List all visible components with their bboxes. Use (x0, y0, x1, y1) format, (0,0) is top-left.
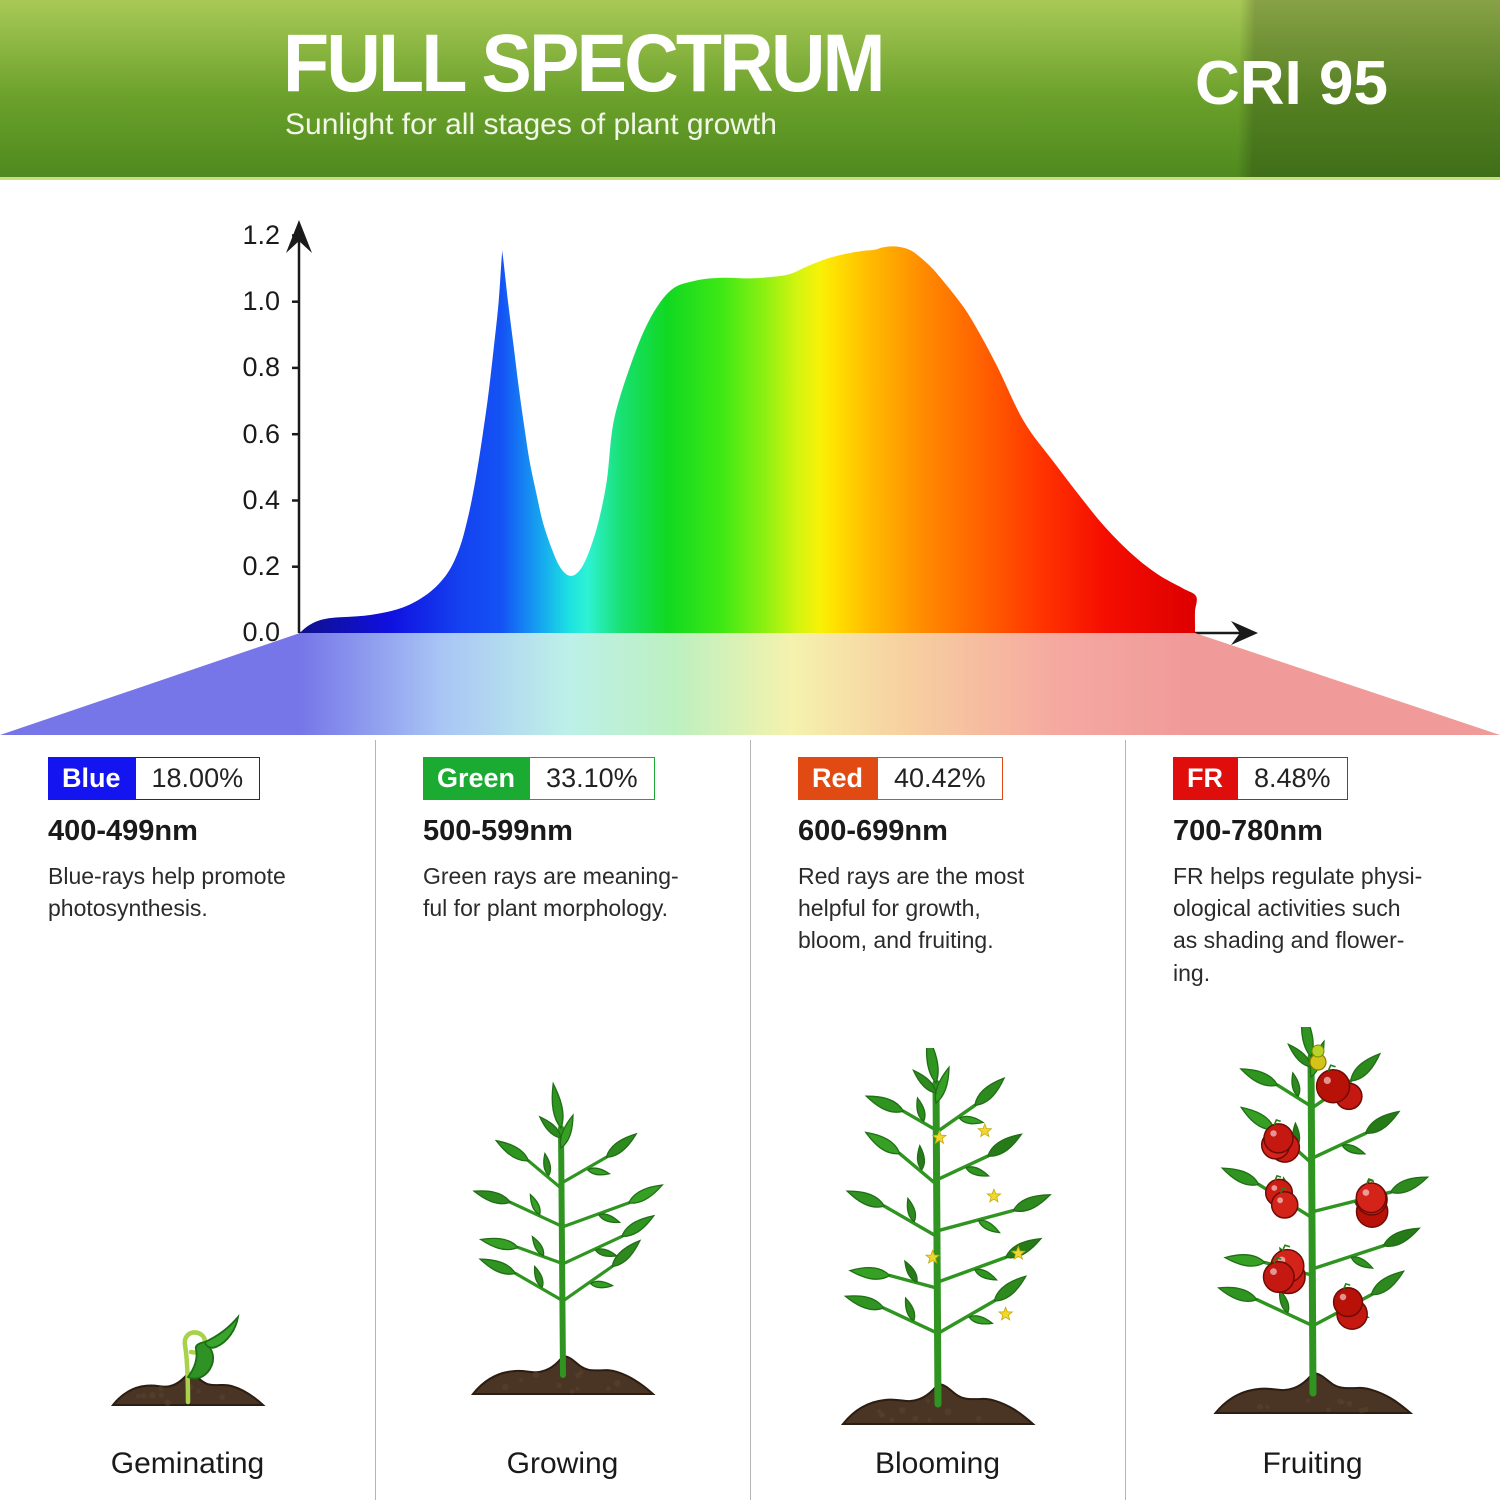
svg-text:0.8: 0.8 (242, 352, 280, 382)
svg-text:0.4: 0.4 (242, 485, 280, 515)
svg-text:0.6: 0.6 (242, 419, 280, 449)
svg-text:0.2: 0.2 (242, 551, 280, 581)
svg-text:1.0: 1.0 (242, 286, 280, 316)
svg-text:1.2: 1.2 (242, 220, 280, 250)
